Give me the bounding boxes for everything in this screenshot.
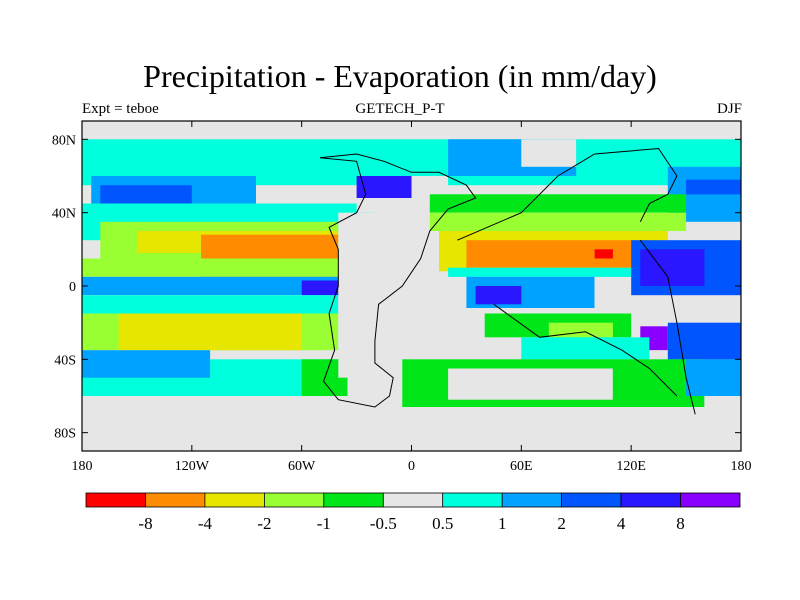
x-tick-label: 180 xyxy=(72,459,93,474)
legend-level-label: -1 xyxy=(317,514,331,533)
x-tick-label: 180 xyxy=(731,459,752,474)
legend-swatch-0 xyxy=(85,492,146,508)
field-region-4 xyxy=(100,185,192,204)
legend-swatch-7 xyxy=(501,492,563,508)
field-region-24 xyxy=(521,139,577,167)
field-region-12 xyxy=(82,276,339,296)
season-label: DJF xyxy=(716,101,742,117)
field-region-42 xyxy=(686,359,741,396)
coastline-3 xyxy=(493,303,678,397)
legend-colorbar: -8 -4 -2 -1 -0.5 0.5 1 2 4 8 xyxy=(85,492,741,533)
map-fill xyxy=(82,121,741,451)
legend-level-label: 8 xyxy=(676,514,685,533)
y-tick-label: 0 xyxy=(69,280,76,295)
legend-level-label: 2 xyxy=(557,514,566,533)
legend-level-label: -0.5 xyxy=(370,514,397,533)
coastline-layer xyxy=(319,147,696,415)
legend-swatch-9 xyxy=(620,492,681,508)
field-region-11 xyxy=(82,258,339,277)
legend-level-label: -4 xyxy=(198,514,213,533)
field-region-2 xyxy=(82,121,741,140)
field-region-16 xyxy=(118,313,302,351)
legend-swatch-3 xyxy=(263,492,325,508)
y-tick-label: 40S xyxy=(54,353,76,368)
x-tick-label: 60W xyxy=(288,459,316,474)
field-region-39 xyxy=(521,337,650,360)
dataset-label: GETECH_P-T xyxy=(355,101,445,117)
legend-swatch-6 xyxy=(442,492,503,508)
legend-swatch-2 xyxy=(204,492,265,508)
x-tick-label: 120W xyxy=(175,459,210,474)
legend-level-label: 4 xyxy=(617,514,626,533)
field-region-18 xyxy=(82,350,211,378)
x-tick-label: 120E xyxy=(616,459,646,474)
legend-level-label: -2 xyxy=(257,514,271,533)
y-axis: 80N 40N 0 40S 80S xyxy=(52,133,741,442)
coastline-0 xyxy=(319,153,477,408)
legend-swatch-5 xyxy=(382,492,444,508)
y-tick-label: 80S xyxy=(54,427,76,442)
legend-swatch-10 xyxy=(680,492,741,508)
field-region-34 xyxy=(640,249,705,286)
x-axis: 180 120W 60W 0 60E 120E 180 xyxy=(72,121,752,474)
legend-swatch-1 xyxy=(145,492,206,508)
field-region-41 xyxy=(448,368,613,400)
field-region-28 xyxy=(466,240,650,268)
field-region-22 xyxy=(356,176,412,198)
legend-level-label: 1 xyxy=(498,514,507,533)
chart-title: Precipitation - Evaporation (in mm/day) xyxy=(143,58,657,94)
coastline-2 xyxy=(639,239,696,415)
field-region-20 xyxy=(338,212,439,378)
x-tick-label: 60E xyxy=(510,459,533,474)
field-region-25 xyxy=(429,194,687,213)
field-region-6 xyxy=(686,179,741,195)
y-tick-label: 80N xyxy=(52,133,76,148)
legend-swatch-4 xyxy=(323,492,384,508)
field-region-35 xyxy=(667,322,741,360)
experiment-label: Expt = teboe xyxy=(82,101,159,117)
field-region-29 xyxy=(594,249,613,259)
field-region-32 xyxy=(475,286,522,305)
field-region-30 xyxy=(448,267,668,277)
y-tick-label: 40N xyxy=(52,207,76,222)
coastline-1 xyxy=(457,147,678,241)
legend-level-label: 0.5 xyxy=(432,514,453,533)
legend-swatch-8 xyxy=(561,492,622,508)
field-region-14 xyxy=(82,295,339,314)
x-tick-label: 0 xyxy=(408,459,415,474)
field-region-43 xyxy=(82,407,741,451)
legend-level-label: -8 xyxy=(138,514,152,533)
field-region-13 xyxy=(301,280,339,296)
field-region-26 xyxy=(429,212,687,231)
